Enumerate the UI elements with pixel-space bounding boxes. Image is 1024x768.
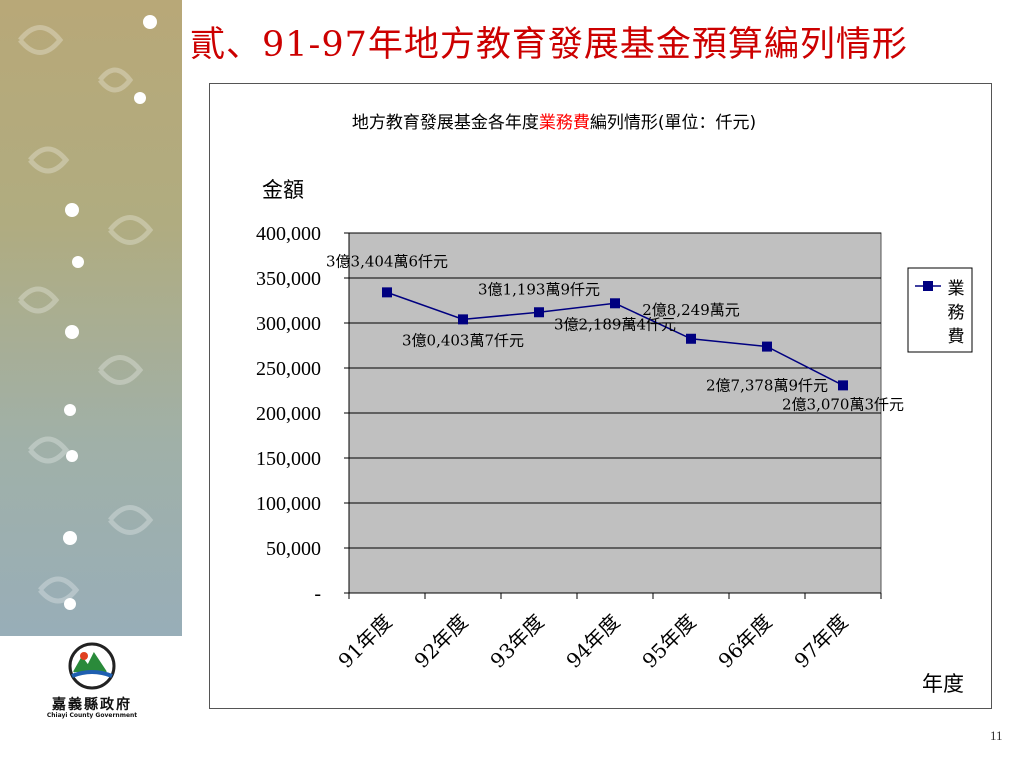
data-point-marker bbox=[534, 307, 544, 318]
slide-title: 貳、91-97年地方教育發展基金預算編列情形 bbox=[190, 25, 908, 65]
data-label: 2億3,070萬3仟元 bbox=[782, 395, 904, 413]
chiayi-county-logo: 嘉義縣政府 Chiayi County Government bbox=[22, 642, 162, 726]
data-point-marker bbox=[762, 341, 772, 352]
y-tick-label: 50,000 bbox=[266, 538, 321, 560]
data-point-marker bbox=[382, 287, 392, 298]
legend-marker bbox=[923, 281, 933, 291]
legend-label-char: 費 bbox=[948, 327, 965, 347]
data-point-marker bbox=[458, 314, 468, 325]
x-tick-label: 93年度 bbox=[485, 610, 548, 673]
chart-title-layer: 地方教育發展基金各年度業務費編列情形(單位：仟元) bbox=[352, 113, 756, 133]
chart-title-prefix: 地方教育發展基金各年度 bbox=[352, 113, 539, 133]
county-emblem-icon bbox=[68, 642, 116, 690]
decorative-sidebar bbox=[0, 0, 182, 636]
chart-title-highlight: 業務費 bbox=[539, 113, 590, 133]
y-tick-label: 250,000 bbox=[256, 358, 321, 380]
sidebar-pattern bbox=[0, 0, 182, 636]
y-tick-label: 300,000 bbox=[256, 313, 321, 335]
legend-box bbox=[907, 267, 973, 353]
x-tick-label: 97年度 bbox=[789, 610, 852, 673]
data-label: 2億8,249萬元 bbox=[642, 301, 740, 319]
y-axis-title: 金額 bbox=[262, 178, 304, 202]
chart-title-suffix: 編列情形(單位：仟元) bbox=[590, 113, 756, 133]
y-axis: - 50,000 100,000 150,000 200,000 250,000 300,0… bbox=[256, 178, 350, 605]
data-label: 3億2,189萬4仟元 bbox=[554, 315, 676, 333]
x-tick-label: 92年度 bbox=[409, 610, 472, 673]
data-point-marker bbox=[686, 333, 696, 344]
data-label: 2億7,378萬9仟元 bbox=[706, 377, 828, 395]
legend-label-char: 務 bbox=[948, 303, 965, 323]
x-tick-label: 95年度 bbox=[637, 610, 700, 673]
data-label: 3億3,404萬6仟元 bbox=[326, 252, 448, 270]
x-tick-label: 96年度 bbox=[713, 610, 776, 673]
legend-label: 業務費 bbox=[948, 279, 965, 347]
chart-title: 地方教育發展基金各年度業務費編列情形(單位：仟元) bbox=[352, 113, 756, 133]
legend-label-char: 業 bbox=[948, 279, 965, 299]
x-tick-label: 94年度 bbox=[561, 610, 624, 673]
y-tick-label: - bbox=[314, 583, 321, 605]
data-point-marker bbox=[838, 380, 848, 391]
x-tick-label: 91年度 bbox=[333, 610, 396, 673]
x-axis-title: 年度 bbox=[922, 672, 964, 696]
logo-name: 嘉義縣政府 bbox=[52, 697, 132, 713]
data-label: 3億1,193萬9仟元 bbox=[478, 280, 600, 298]
page-number: 11 bbox=[990, 728, 1003, 743]
y-tick-label: 350,000 bbox=[256, 268, 321, 290]
data-label-layer: 3億3,404萬6仟元 3億0,403萬7仟元 3億1,193萬9仟元 3億2,189… bbox=[326, 252, 904, 413]
y-tick-label: 200,000 bbox=[256, 403, 321, 425]
y-tick-label: 400,000 bbox=[256, 223, 321, 245]
y-tick-label: 150,000 bbox=[256, 448, 321, 470]
data-label: 3億0,403萬7仟元 bbox=[402, 331, 524, 349]
logo-subtitle: Chiayi County Government bbox=[46, 712, 138, 719]
legend: 業務費 bbox=[907, 267, 973, 353]
chart-frame: 91年度 92年度 93年度 94年度 95年度 96年度 97年度年度 - 50,000 10… bbox=[209, 83, 992, 709]
plot-area bbox=[348, 232, 882, 594]
series-line-layer bbox=[382, 287, 848, 391]
data-point-marker bbox=[610, 298, 620, 309]
y-tick-label: 100,000 bbox=[256, 493, 321, 515]
